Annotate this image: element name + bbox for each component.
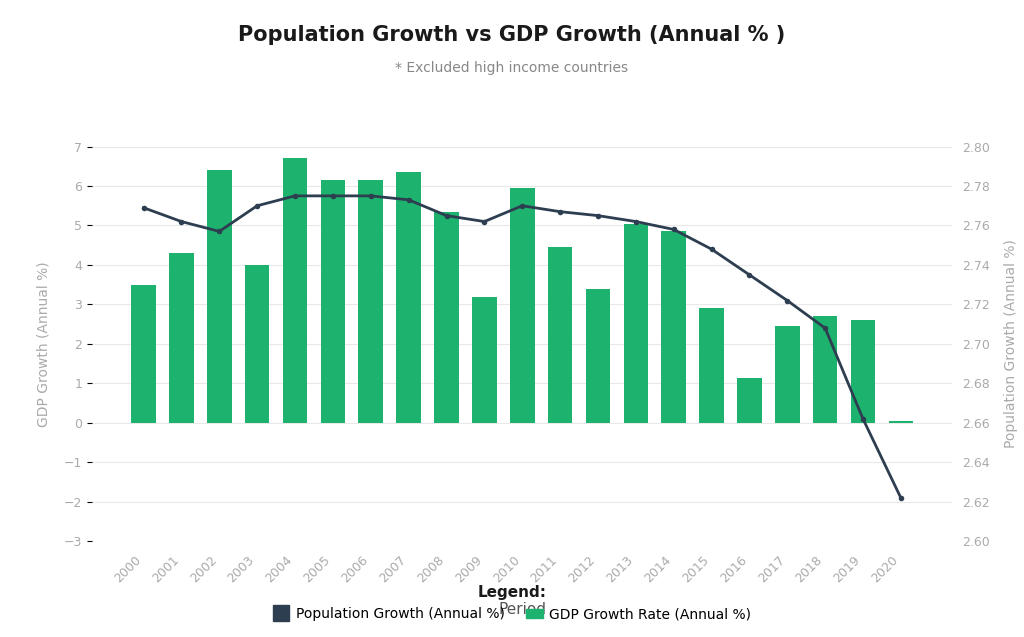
Y-axis label: Population Growth (Annual %): Population Growth (Annual %) — [1004, 240, 1018, 448]
Bar — [358, 180, 383, 423]
Bar — [775, 326, 800, 423]
Bar — [813, 317, 838, 423]
Text: Population Growth vs GDP Growth (Annual % ): Population Growth vs GDP Growth (Annual … — [239, 25, 785, 45]
Bar — [245, 265, 269, 423]
Bar — [662, 231, 686, 423]
Y-axis label: GDP Growth (Annual %): GDP Growth (Annual %) — [36, 261, 50, 427]
Text: * Excluded high income countries: * Excluded high income countries — [395, 61, 629, 75]
Bar — [131, 285, 156, 423]
Bar — [321, 180, 345, 423]
Bar — [624, 224, 648, 423]
Bar — [169, 253, 194, 423]
Bar — [699, 308, 724, 423]
Bar — [472, 297, 497, 423]
Bar — [851, 320, 876, 423]
Bar — [207, 170, 231, 423]
Bar — [434, 211, 459, 423]
Legend: Population Growth (Annual %), GDP Growth Rate (Annual %): Population Growth (Annual %), GDP Growth… — [267, 580, 757, 627]
Bar — [737, 378, 762, 423]
Bar — [586, 289, 610, 423]
Bar — [548, 247, 572, 423]
Bar — [889, 421, 913, 423]
Bar — [510, 188, 535, 423]
X-axis label: Period: Period — [499, 602, 546, 617]
Bar — [283, 159, 307, 423]
Bar — [396, 172, 421, 423]
